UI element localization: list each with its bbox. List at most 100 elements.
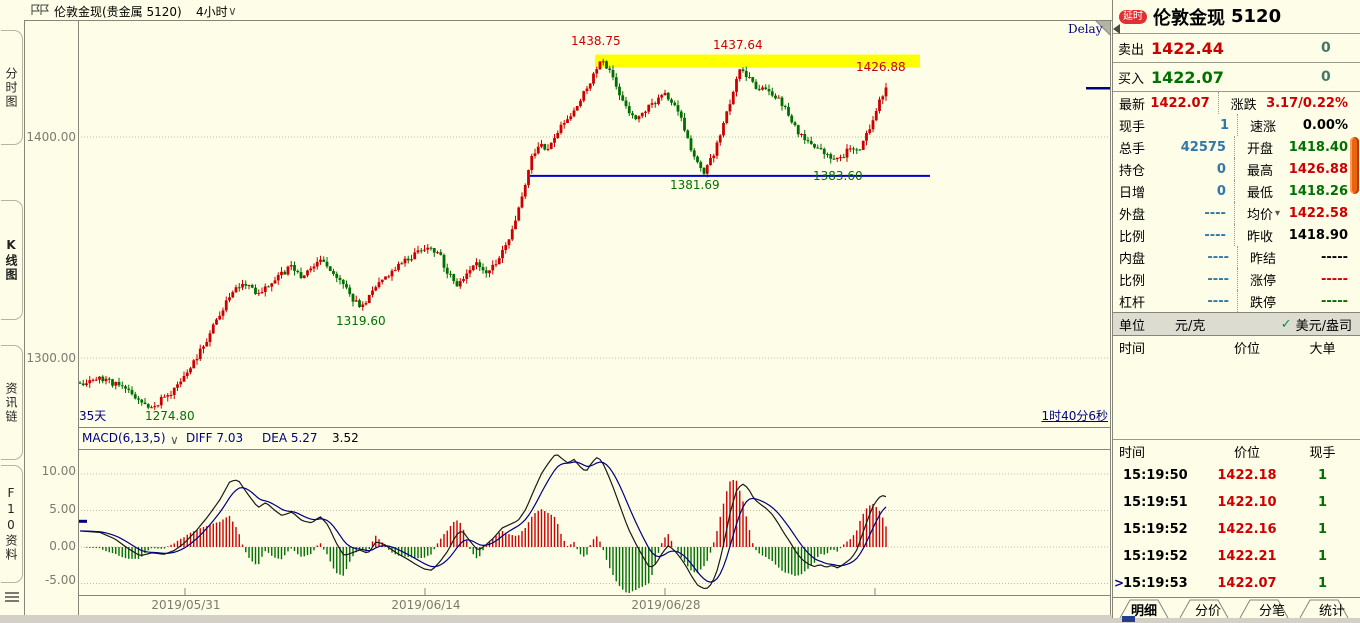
panel-collapse-arrow[interactable] (1113, 24, 1120, 34)
tick-price: 1422.10 (1217, 495, 1277, 510)
stat-value: 1418.40 (1288, 139, 1348, 155)
stat-value: 3.17/0.22% (1266, 95, 1348, 111)
latest-tick-marker-icon: > (1114, 576, 1125, 590)
macd-title[interactable]: MACD(6,13,5) (82, 431, 166, 445)
sidebar-tab-news[interactable]: 资讯链 (1, 345, 23, 460)
stat-value: 0 (1216, 183, 1226, 199)
unit-selector-row: 单位 元/克 ✓ 美元/盎司 (1113, 312, 1360, 336)
tick-list-header: 时间 价位 现手 (1113, 439, 1360, 462)
column-header: 价位 (1233, 445, 1260, 461)
ask-row: 卖出 1422.44 0 (1113, 33, 1360, 62)
left-sidebar: 分时图 K线图 资讯链 F10资料 (0, 20, 24, 615)
stat-value: 1422.07 (1150, 95, 1210, 111)
stats-row: 持仓 0 最高 1426.88 (1113, 158, 1360, 180)
delay-badge: 延时 (1119, 9, 1147, 24)
menu-icon[interactable] (5, 592, 19, 604)
stat-value: 0 (1216, 161, 1226, 177)
date-tick: 2019/05/31 (151, 598, 221, 612)
tick-time: 15:19:52 (1123, 549, 1188, 564)
date-tick: 2019/06/14 (391, 598, 461, 612)
tick-volume: 1 (1317, 522, 1328, 537)
chart-macd-divider (78, 427, 1110, 428)
stats-row: 现手 1 速涨 0.00% (1113, 114, 1360, 136)
macd-diff-value: DIFF 7.03 (186, 431, 244, 445)
ask-label: 卖出 (1118, 42, 1145, 58)
tick-row: 15:19:50 1422.18 1 (1113, 462, 1360, 489)
stat-label: 总手 (1119, 141, 1146, 157)
date-axis-line (78, 595, 1110, 596)
stat-label: 比例 (1119, 229, 1146, 245)
avg-price-dropdown-icon[interactable]: ▾ (1274, 207, 1281, 219)
stat-value: 1418.26 (1288, 183, 1348, 199)
annotation-low-1381: 1381.69 (670, 178, 720, 192)
macd-hist-value: 3.52 (332, 431, 359, 445)
stat-label: 最低 (1233, 180, 1289, 202)
stat-value: 1426.88 (1288, 161, 1348, 177)
y-tick: 1400.00 (26, 130, 76, 144)
tick-price: 1422.21 (1217, 549, 1277, 564)
chart-title-bar: 伦敦金现(贵金属 5120) 4小时 ∨ (0, 0, 1112, 20)
stat-label: 速涨 (1237, 114, 1293, 136)
stats-row: 比例 ---- 涨停 ----- (1113, 268, 1360, 290)
column-header: 现手 (1309, 445, 1336, 461)
stat-label: 日增 (1119, 185, 1146, 201)
tab-price-distribution[interactable]: 分价 (1194, 604, 1221, 619)
stat-value: 1422.58 (1288, 205, 1348, 221)
chart-right-border (1110, 20, 1111, 615)
annotation-low-1383: 1383.60 (813, 169, 863, 183)
stat-value: ---- (1207, 293, 1229, 309)
tick-time: 15:19:51 (1123, 495, 1188, 510)
tab-details[interactable]: 明细 (1130, 604, 1157, 619)
stat-value: 1 (1219, 117, 1229, 133)
tab-tick-by-tick[interactable]: 分笔 (1258, 604, 1285, 619)
bar-countdown-timer: 1时40分6秒 (1041, 409, 1108, 423)
tick-time: 15:19:53 (1123, 576, 1188, 591)
stat-value: 1418.90 (1288, 227, 1348, 243)
sidebar-tab-f10-info[interactable]: F10资料 (1, 465, 23, 583)
avg-price-label: 均价 (1246, 207, 1273, 223)
unit-option-yuan-gram[interactable]: 元/克 (1175, 318, 1206, 334)
tick-row: 15:19:51 1422.10 1 (1113, 489, 1360, 516)
tick-price: 1422.07 (1217, 576, 1277, 591)
sidebar-tab-kline-chart[interactable]: K线图 (1, 200, 23, 320)
quote-panel: 延时 伦敦金现 5120 卖出 1422.44 0 买入 1422.07 0 最… (1112, 0, 1360, 623)
tick-volume: 1 (1317, 468, 1328, 483)
macd-tick: -5.00 (44, 573, 76, 587)
stat-value: ---- (1207, 271, 1229, 287)
stat-label: 外盘 (1119, 207, 1146, 223)
bid-volume: 0 (1321, 69, 1331, 85)
sidebar-divider (24, 20, 25, 615)
period-dropdown-icon[interactable]: ∨ (228, 4, 237, 18)
stat-label: 最新 (1119, 97, 1146, 113)
tick-volume: 1 (1317, 576, 1328, 591)
stat-label: 内盘 (1119, 251, 1146, 267)
date-tick: 2019/06/28 (631, 598, 701, 612)
stat-value: ---- (1207, 249, 1229, 265)
annotation-low-1319: 1319.60 (336, 314, 386, 328)
macd-top-divider (78, 449, 1110, 450)
instrument-name: 伦敦金现 (1153, 7, 1225, 29)
macd-dropdown-icon[interactable]: ∨ (170, 433, 179, 447)
stat-label: 昨收 (1233, 224, 1289, 246)
tick-row-latest: > 15:19:53 1422.07 1 (1113, 570, 1360, 597)
period-selector[interactable]: 4小时 (196, 5, 228, 19)
scrollbar-thumb[interactable] (1350, 137, 1359, 194)
macd-tick: 10.00 (41, 464, 76, 478)
tab-statistics[interactable]: 统计 (1318, 604, 1345, 619)
delay-label: Delay (1068, 22, 1103, 36)
sidebar-tab-time-chart[interactable]: 分时图 (1, 30, 23, 145)
stats-row: 比例 ---- 昨收 1418.90 (1113, 224, 1360, 246)
macd-tick: 5.00 (49, 502, 76, 516)
unit-option-usd-ounce[interactable]: 美元/盎司 (1295, 318, 1352, 334)
stats-row: 最新 1422.07 涨跌 3.17/0.22% (1113, 92, 1360, 114)
stat-value: ---- (1204, 205, 1226, 221)
stats-row: 杠杆 ---- 跌停 ----- (1113, 290, 1360, 312)
macd-dea-value: DEA 5.27 (262, 431, 318, 445)
sidebar-tab-label: F10资料 (4, 486, 18, 562)
column-header: 时间 (1119, 445, 1146, 461)
stat-label: 昨结 (1237, 246, 1293, 268)
stat-value: 42575 (1180, 139, 1226, 155)
stat-label: 涨停 (1237, 268, 1293, 290)
bid-price: 1422.07 (1151, 67, 1224, 87)
